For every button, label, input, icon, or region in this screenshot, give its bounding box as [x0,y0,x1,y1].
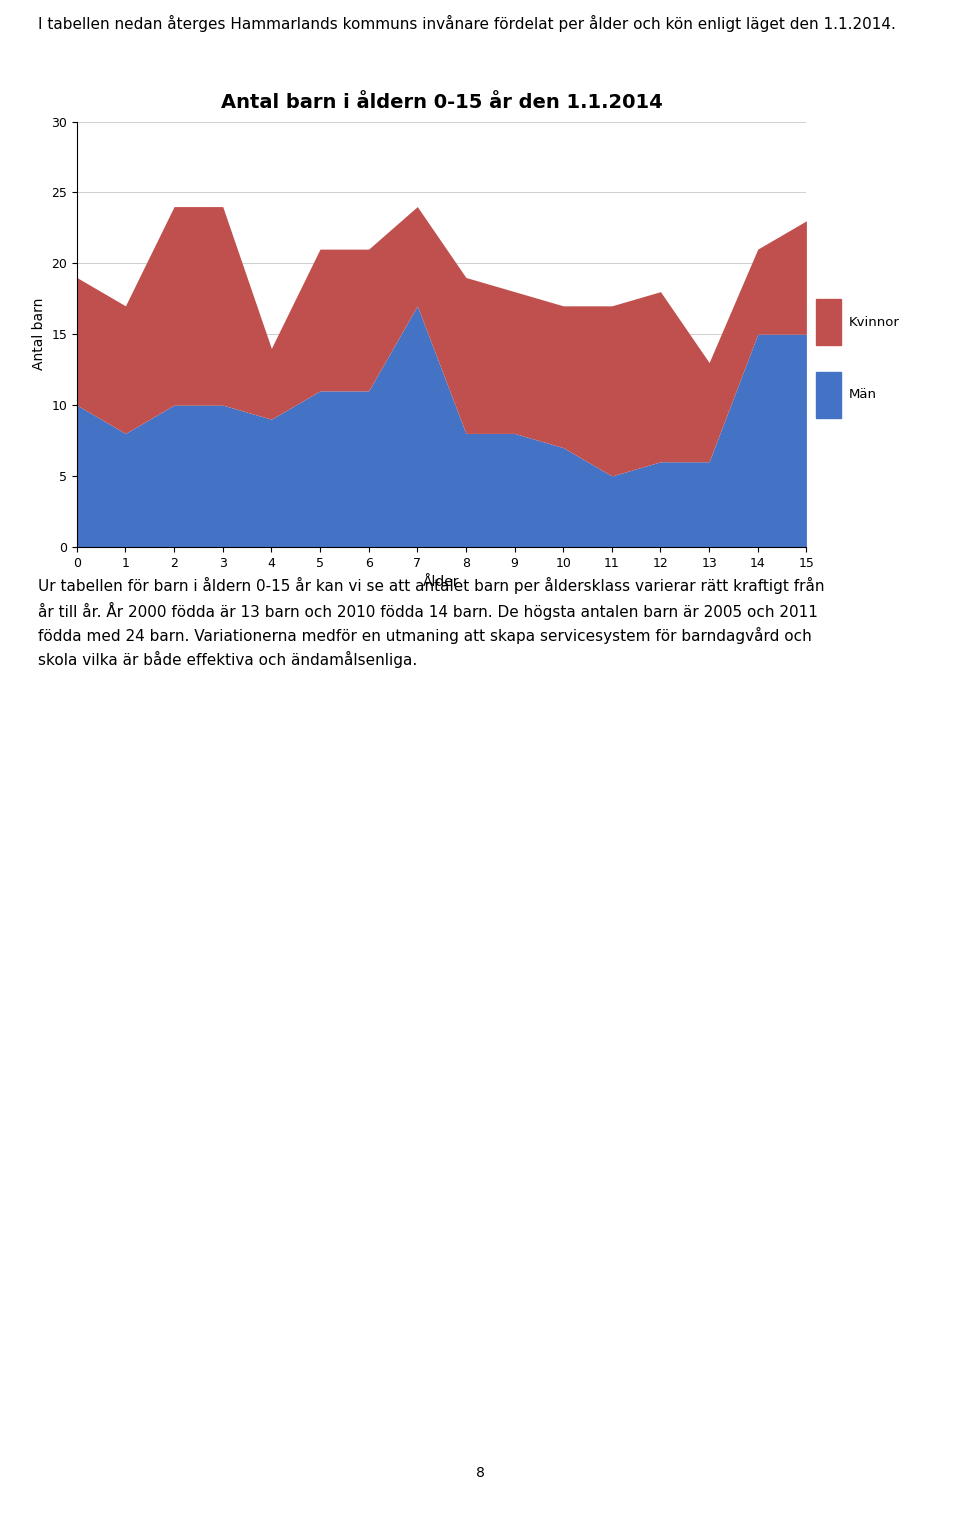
Text: I tabellen nedan återges Hammarlands kommuns invånare fördelat per ålder och kön: I tabellen nedan återges Hammarlands kom… [38,15,897,32]
Bar [816,372,841,418]
Text: Män: Män [849,389,876,401]
Text: Ur tabellen för barn i åldern 0-15 år kan vi se att antalet barn per åldersklass: Ur tabellen för barn i åldern 0-15 år ka… [38,577,825,668]
Bar [816,299,841,345]
Y-axis label: Antal barn: Antal barn [32,298,46,371]
Title: Antal barn i åldern 0-15 år den 1.1.2014: Antal barn i åldern 0-15 år den 1.1.2014 [221,93,662,111]
X-axis label: Ålder: Ålder [423,576,460,589]
Text: 8: 8 [475,1466,485,1481]
Text: Kvinnor: Kvinnor [849,316,900,328]
